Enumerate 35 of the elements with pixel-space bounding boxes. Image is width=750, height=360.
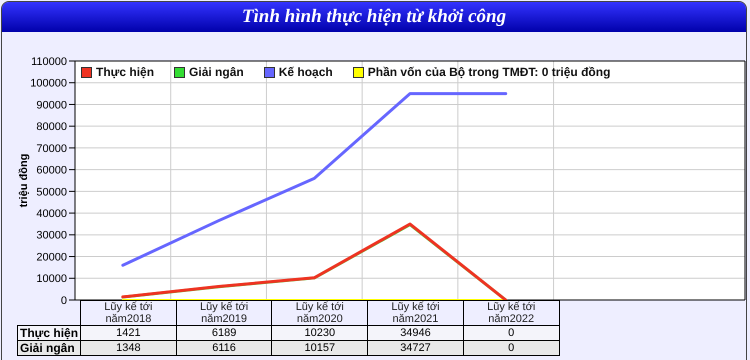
- data-label: 6116: [176, 340, 272, 356]
- y-tick-label: 110000: [31, 56, 67, 68]
- chart-title: Tình hình thực hiện từ khởi công: [2, 2, 746, 32]
- y-tick-label: 30000: [36, 230, 67, 242]
- y-axis-title: triệu đồng: [18, 154, 30, 208]
- x-tick-label: Lũy kế tới năm2020: [272, 301, 368, 325]
- y-tick-label: 60000: [36, 164, 67, 177]
- x-tick-label: Lũy kế tới năm2019: [176, 301, 272, 325]
- data-label: 34727: [368, 340, 464, 356]
- data-label: 0: [463, 340, 560, 356]
- legend-label: Thực hiện: [96, 65, 154, 79]
- y-tick-label: 0: [60, 294, 67, 307]
- text: Giải ngân: [20, 341, 75, 355]
- data-label: 10157: [272, 340, 368, 356]
- y-tick-label: 50000: [36, 186, 67, 198]
- x-tick-label: Lũy kế tới năm2018: [81, 301, 176, 325]
- legend-label: Giải ngân: [189, 65, 244, 79]
- legend-label: Phần vốn của Bộ trong TMĐT: 0 triệu đồng: [368, 65, 610, 79]
- data-label: 1421: [80, 326, 176, 340]
- y-tick-label: 70000: [36, 142, 67, 155]
- y-tick-label: 20000: [36, 251, 67, 264]
- data-label: 0: [463, 326, 560, 340]
- y-tick-label: 10000: [36, 273, 67, 286]
- y-tick-label: 90000: [36, 99, 67, 112]
- x-tick-label: Lũy kế tới năm2022: [464, 301, 559, 325]
- data-label: 10230: [272, 326, 368, 340]
- data-label: 1348: [80, 340, 176, 356]
- data-label: 34946: [368, 326, 464, 340]
- data-label: 6189: [176, 326, 272, 340]
- text: Thực hiện: [20, 326, 78, 340]
- y-tick-label: 80000: [36, 121, 67, 134]
- y-tick-label: 40000: [36, 208, 67, 220]
- y-tick-label: 100000: [30, 78, 67, 90]
- x-tick-label: Lũy kế tới năm2021: [368, 301, 463, 325]
- legend-label: Kế hoạch: [278, 65, 333, 79]
